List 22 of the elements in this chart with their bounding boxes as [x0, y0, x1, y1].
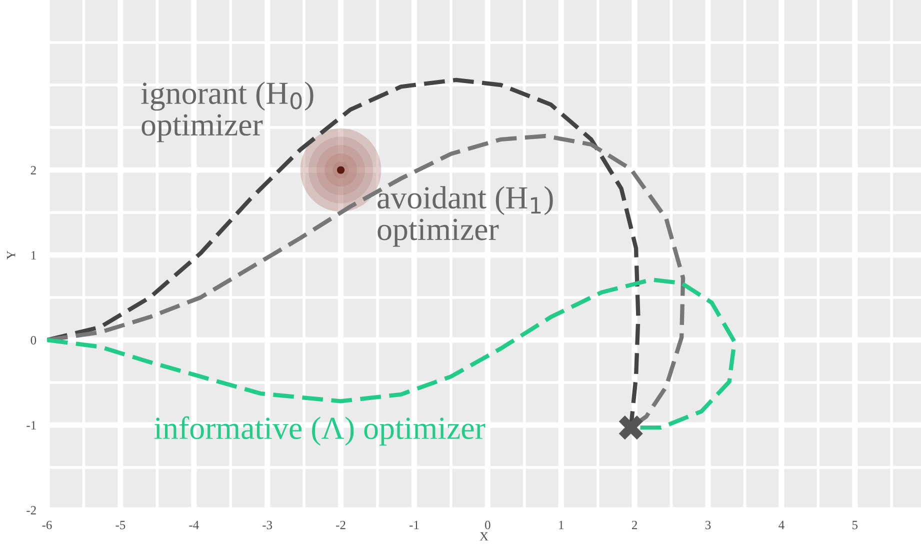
x-axis-title: X	[480, 532, 488, 540]
x-tick-label: 4	[778, 520, 784, 530]
x-tick-label: -1	[409, 520, 419, 530]
y-tick-label: -2	[26, 506, 36, 514]
y-tick-label: 1	[31, 251, 36, 260]
x-tick-label: -5	[116, 520, 126, 530]
x-tick-label: -2	[336, 520, 346, 530]
x-tick-label: 5	[852, 520, 858, 530]
x-tick-label: 1	[559, 520, 564, 530]
y-tick-label: -1	[26, 421, 36, 430]
x-tick-label: 3	[705, 520, 711, 530]
x-tick-label: 2	[632, 520, 637, 530]
y-axis-title: Y	[6, 250, 16, 260]
x-tick-label: -6	[42, 520, 52, 530]
x-tick-label: 0	[485, 520, 490, 530]
x-tick-label: -4	[189, 520, 199, 530]
text: avoidant (H$_{1}$) optimizer	[378, 186, 553, 247]
y-tick-label: 0	[30, 336, 36, 344]
text: ignorant (H$_{0}$) optimizer	[141, 82, 314, 142]
x-tick-label: -3	[262, 520, 272, 530]
annotation: informative (Λ) optimizer	[154, 416, 486, 446]
y-tick-label: 2	[30, 166, 36, 174]
